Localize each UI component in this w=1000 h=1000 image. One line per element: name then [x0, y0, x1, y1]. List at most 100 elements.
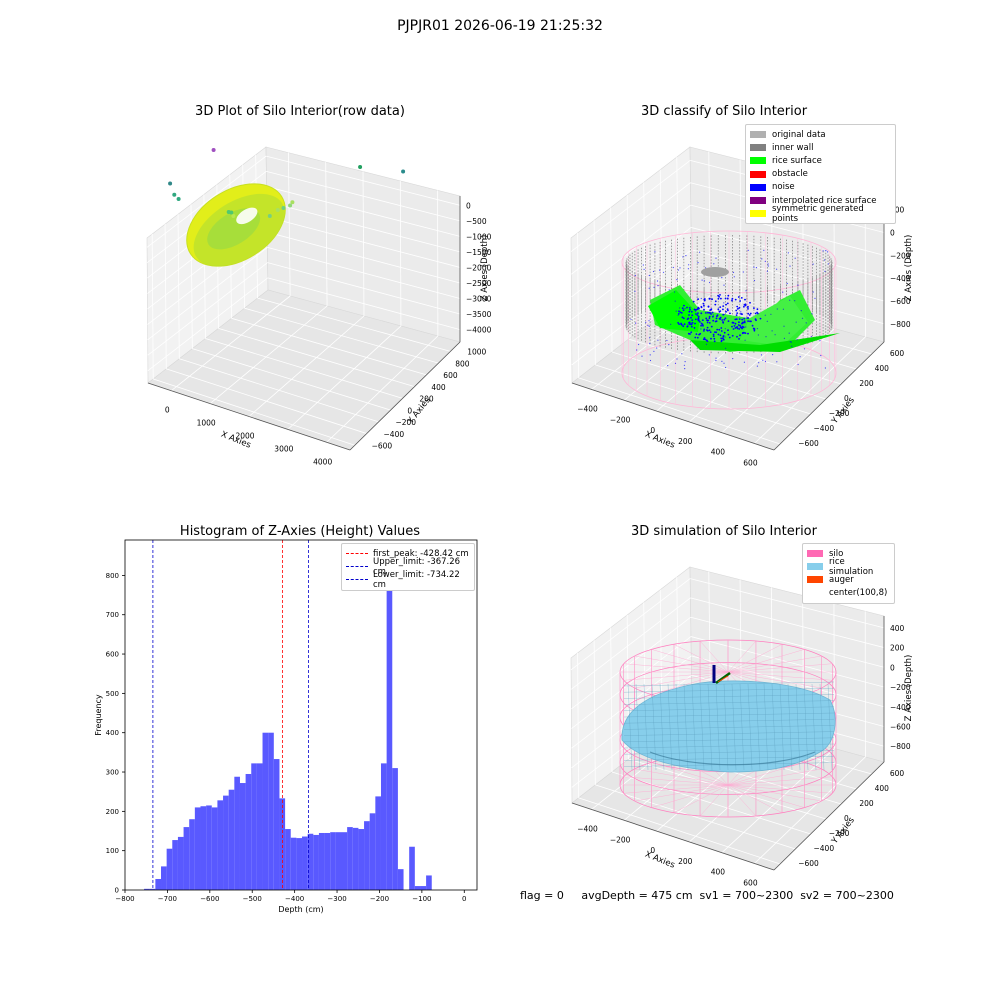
noise-point [731, 299, 733, 301]
hist-bar [144, 888, 150, 890]
rice-mesh-line [623, 681, 835, 687]
rice-mesh-line [739, 683, 745, 771]
noise-point [703, 304, 705, 307]
silo-top-spoke [727, 655, 822, 673]
gridline-y [257, 297, 451, 352]
gridline-z [571, 249, 692, 343]
noise-point [812, 263, 814, 265]
noise-point [716, 328, 719, 331]
noise-point [771, 330, 773, 332]
z-tick-label: −2000 [466, 263, 492, 272]
rice-mesh-line [779, 683, 785, 771]
rice-shadow [649, 751, 816, 766]
noise-point [702, 302, 705, 305]
legend-swatch [750, 170, 766, 178]
rice-mesh-line [827, 683, 833, 771]
gridline-z [147, 247, 268, 341]
outlier-point [172, 192, 177, 197]
hist-bar [273, 759, 280, 890]
y-tick-label: −600 [372, 442, 393, 451]
y-axis-label: Frequency [94, 694, 103, 736]
rice-mesh-line [691, 683, 697, 771]
noise-point [712, 333, 715, 336]
noise-point [794, 300, 796, 302]
noise-point [696, 314, 699, 316]
hist-bar [364, 821, 370, 890]
rice-mesh-line [787, 683, 793, 771]
legend-entry: silo [807, 547, 890, 560]
outlier-point [358, 165, 363, 169]
noise-point [634, 290, 636, 292]
outlier-point [288, 203, 293, 208]
noise-point [796, 339, 798, 341]
noise-point [689, 308, 691, 311]
noise-point [745, 326, 747, 328]
noise-point [677, 269, 680, 271]
silo-top-spoke [727, 640, 757, 673]
silo-top-spoke [634, 671, 729, 689]
noise-point [717, 294, 719, 297]
outlier-point [281, 206, 286, 210]
noise-point [693, 327, 696, 329]
noise-point [659, 269, 661, 271]
rice-mesh-line [699, 683, 705, 771]
noise-point [707, 305, 710, 308]
noise-point [649, 342, 651, 345]
noise-point [653, 286, 655, 288]
noise-point [749, 301, 751, 304]
noise-point [765, 336, 767, 338]
noise-point [688, 307, 691, 309]
noise-point [717, 333, 720, 336]
noise-point [703, 328, 706, 331]
gridline-y [205, 338, 403, 399]
noise-point [688, 264, 690, 266]
noise-point [708, 329, 711, 332]
noise-point [791, 345, 793, 347]
gridline-z [570, 578, 691, 671]
axis-y-line [773, 761, 885, 871]
noise-point [727, 320, 730, 322]
noise-point [712, 315, 714, 318]
gridline-x [362, 171, 365, 317]
gridline-y [595, 784, 796, 850]
y-tick-label: 400 [106, 729, 119, 737]
silo-top-spoke [727, 671, 822, 689]
noise-point [812, 291, 814, 293]
noise-point [708, 354, 710, 356]
noise-point [794, 257, 796, 259]
silo-bottom-spoke [634, 784, 729, 802]
noise-point [736, 326, 739, 328]
legend-label: center(100,8) [829, 588, 888, 599]
legend-line-sample [346, 566, 368, 568]
noise-point [682, 256, 684, 258]
noise-point [739, 324, 741, 327]
noise-point [803, 348, 806, 350]
noise-point [757, 312, 759, 315]
hist-bar [239, 783, 246, 890]
noise-point [707, 311, 709, 314]
outlier-point [168, 181, 173, 186]
noise-point [789, 341, 791, 343]
noise-point [734, 327, 737, 329]
noise-point [717, 297, 720, 300]
noise-point [670, 323, 672, 325]
noise-point [703, 308, 705, 311]
noise-point [688, 314, 690, 316]
gridline-y [179, 358, 379, 423]
y-tick-label: −200 [829, 829, 850, 838]
noise-point [747, 320, 749, 322]
hist-bar [341, 832, 348, 890]
legend-label: obstacle [772, 169, 808, 180]
hist-bar [172, 840, 178, 890]
noise-point [687, 317, 690, 320]
z-axis-label: Z Axies (Depth) [480, 235, 490, 302]
noise-point [668, 344, 670, 346]
noise-point [688, 321, 691, 324]
panel3-title: Histogram of Z-Axies (Height) Values [179, 524, 421, 539]
noise-point [725, 303, 727, 306]
y-tick-label: 200 [859, 379, 874, 388]
noise-point [690, 316, 692, 319]
legend-entry: Upper_limit: -367.26 cm [346, 557, 470, 577]
rice-surface [648, 285, 840, 352]
legend-label: original data [772, 129, 826, 140]
